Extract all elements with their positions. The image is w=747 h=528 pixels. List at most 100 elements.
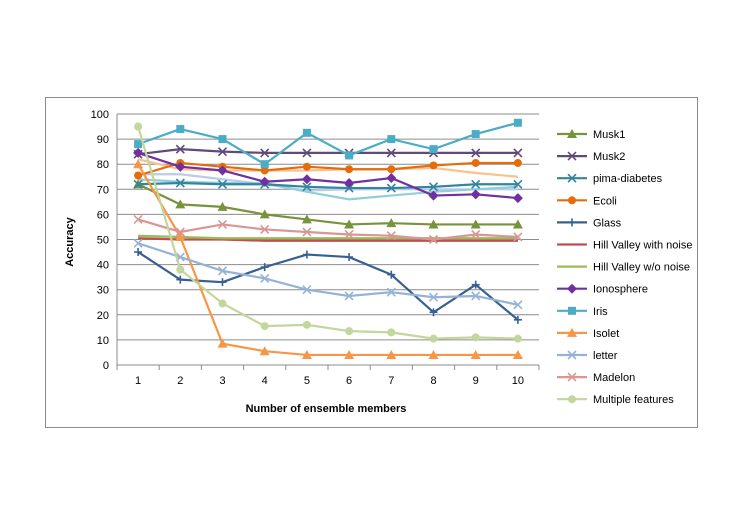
series-glass <box>134 248 522 324</box>
marker-stroke <box>386 231 396 241</box>
data-point <box>513 334 522 343</box>
series-line <box>137 148 518 156</box>
marker-stroke <box>344 229 354 240</box>
chart-frame: 0 10 20 30 40 50 60 70 80 90 100 1 2 3 4 5 6 7 8 9 10 Musk1 M… <box>45 97 698 428</box>
data-point <box>176 275 185 284</box>
legend-label: Hill Valley with noise <box>593 240 692 252</box>
data-point <box>387 165 396 174</box>
y-tick-label: 60 <box>97 209 109 221</box>
legend-item-pima-diabetes: pima-diabetes <box>557 173 663 185</box>
data-point <box>260 263 269 272</box>
x-axis-title: Number of ensemble members <box>246 403 407 415</box>
data-point <box>513 315 522 324</box>
data-point <box>386 173 397 184</box>
series-hill-valley-with-noise <box>138 237 518 242</box>
data-point <box>260 148 270 158</box>
data-point <box>176 125 185 134</box>
legend-swatch-marker <box>567 173 577 183</box>
legend-swatch-marker <box>567 129 577 138</box>
series-line <box>138 181 518 190</box>
data-point <box>175 178 185 188</box>
data-point <box>387 270 396 279</box>
data-point <box>344 349 355 359</box>
marker-stroke <box>567 151 577 161</box>
data-point <box>428 190 439 201</box>
data-point <box>470 219 481 229</box>
y-tick-label: 50 <box>97 235 109 247</box>
legend-item-glass: Glass <box>557 217 622 229</box>
data-point <box>217 201 228 211</box>
legend-item-ecoli: Ecoli <box>557 195 617 207</box>
data-point <box>387 328 396 337</box>
series-ionosphere <box>133 147 523 204</box>
legend-label: Multiple features <box>593 394 674 406</box>
series-isolet <box>133 159 523 359</box>
marker-stroke <box>302 148 312 158</box>
x-tick-label: 1 <box>135 375 141 387</box>
legend-item-multiple-features: Multiple features <box>557 394 674 406</box>
data-point <box>387 135 396 144</box>
y-axis-title: Accuracy <box>64 216 76 266</box>
legend-item-iris: Iris <box>557 306 608 318</box>
marker-stroke <box>567 372 577 382</box>
series-line <box>137 163 518 357</box>
marker-stroke <box>428 292 439 302</box>
data-point <box>302 285 312 295</box>
data-point <box>302 250 311 259</box>
marker-stroke <box>260 148 270 158</box>
data-point <box>133 147 144 158</box>
legend-item-musk2: Musk2 <box>557 151 625 163</box>
x-tick-label: 3 <box>219 375 225 387</box>
data-point <box>301 174 312 185</box>
data-point <box>345 327 354 336</box>
data-point <box>429 145 438 154</box>
data-point <box>218 278 227 287</box>
series-ecoli <box>134 158 522 180</box>
marker-stroke <box>217 179 228 189</box>
data-point <box>175 227 185 237</box>
marker-stroke <box>302 285 312 295</box>
data-point <box>302 227 312 237</box>
series-line <box>137 218 518 241</box>
data-point <box>386 183 396 193</box>
legend-label: Musk2 <box>593 151 625 163</box>
legend-label: Iris <box>593 306 608 318</box>
marker-stroke <box>428 182 439 192</box>
data-point <box>513 118 522 127</box>
series-layer <box>133 118 523 359</box>
legend: Musk1 Musk2 pima-diabetes Ecoli Glass Hill Va… <box>557 129 692 406</box>
series-line <box>137 161 518 177</box>
x-tick-label: 9 <box>473 375 479 387</box>
data-point <box>218 135 227 144</box>
legend-label: Hill Valley w/o noise <box>593 262 690 274</box>
marker-stroke <box>513 300 523 310</box>
legend-item-hill-valley-w-o-noise: Hill Valley w/o noise <box>557 262 690 274</box>
data-point <box>345 253 354 262</box>
marker-stroke <box>175 227 185 237</box>
data-point <box>512 219 523 229</box>
legend-swatch-marker <box>567 151 577 161</box>
marker-stroke <box>567 173 577 183</box>
x-tick-label: 5 <box>304 375 310 387</box>
data-point <box>512 193 523 204</box>
marker-stroke <box>471 229 481 240</box>
data-point <box>260 224 270 235</box>
data-point <box>386 349 397 359</box>
data-point <box>133 214 143 224</box>
data-point <box>133 159 144 169</box>
data-point <box>134 171 143 180</box>
data-point <box>471 158 480 167</box>
data-point <box>259 209 270 219</box>
data-point <box>386 287 396 297</box>
gridlines <box>117 113 539 341</box>
data-point <box>301 214 312 224</box>
marker-stroke <box>513 232 523 242</box>
marker-stroke <box>133 179 143 189</box>
data-point <box>344 219 355 229</box>
data-point <box>513 179 523 189</box>
marker-stroke <box>386 183 396 193</box>
marker-stroke <box>217 219 228 230</box>
data-point <box>260 273 270 283</box>
legend-item-musk1: Musk1 <box>557 129 625 141</box>
